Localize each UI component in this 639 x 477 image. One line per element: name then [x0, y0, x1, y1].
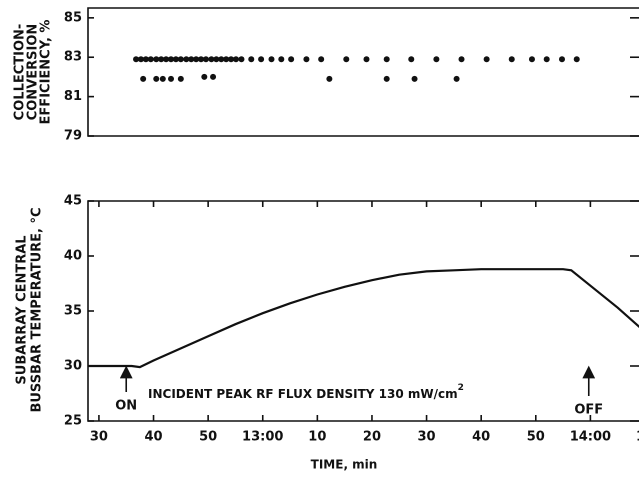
axes-frame — [87, 7, 639, 137]
point — [172, 56, 179, 63]
point — [201, 73, 208, 80]
point — [363, 56, 370, 63]
point — [411, 75, 418, 82]
y-tick-label: 40 — [64, 249, 82, 264]
point — [177, 56, 184, 63]
point — [343, 56, 350, 63]
point — [268, 56, 275, 63]
y-tick-label: 45 — [64, 194, 82, 209]
point — [142, 56, 149, 63]
point — [408, 56, 415, 63]
point — [198, 56, 205, 63]
y-tick-label: 35 — [64, 304, 82, 319]
y-tick-label: 81 — [64, 89, 82, 104]
y-axis-label: COLLECTION- — [13, 24, 28, 121]
point — [558, 56, 565, 63]
x-tick-label: 40 — [472, 430, 490, 445]
annotation: OFF — [574, 403, 603, 418]
flux-note-text: INCIDENT PEAK RF FLUX DENSITY 130 mW/cm — [148, 387, 458, 401]
point — [137, 56, 144, 63]
y-axis-label: SUBARRAY CENTRAL — [15, 235, 30, 384]
point — [168, 56, 175, 63]
temperature-line — [88, 268, 639, 369]
annotation: ON — [115, 399, 137, 414]
point — [140, 75, 147, 82]
point — [223, 56, 230, 63]
x-tick-label: 13:00 — [242, 430, 283, 445]
x-tick-label: 50 — [199, 430, 217, 445]
point — [318, 56, 325, 63]
point — [159, 75, 166, 82]
flux-note-sup: 2 — [458, 383, 464, 393]
point — [528, 56, 535, 63]
x-axis-label: TIME, min — [311, 458, 378, 472]
point — [202, 56, 209, 63]
y-axis-label: EFFICIENCY, % — [39, 20, 54, 125]
point — [232, 56, 239, 63]
point — [153, 56, 160, 63]
point — [168, 75, 175, 82]
point — [228, 56, 235, 63]
point — [193, 56, 200, 63]
point — [383, 56, 390, 63]
point — [213, 56, 220, 63]
point — [383, 75, 390, 82]
x-tick-label: 40 — [144, 430, 162, 445]
y-tick-label: 83 — [64, 50, 82, 65]
point — [248, 56, 255, 63]
x-tick-label: 30 — [418, 430, 436, 445]
point — [158, 56, 165, 63]
point — [183, 56, 190, 63]
x-tick-label: 10 — [308, 430, 326, 445]
x-tick-label: 14:00 — [570, 430, 611, 445]
y-tick-label: 25 — [64, 414, 82, 429]
point — [147, 56, 154, 63]
point — [177, 75, 184, 82]
point — [453, 75, 460, 82]
point — [210, 73, 217, 80]
point — [508, 56, 515, 63]
x-tick-label: 30 — [90, 430, 108, 445]
y-axis-label: BUSSBAR TEMPERATURE, °C — [30, 207, 45, 412]
point — [458, 56, 465, 63]
x-tick-label: 50 — [527, 430, 545, 445]
point — [163, 56, 170, 63]
point — [326, 75, 333, 82]
point — [258, 56, 265, 63]
point — [238, 56, 245, 63]
point — [543, 56, 550, 63]
point — [278, 56, 285, 63]
point — [483, 56, 490, 63]
point — [188, 56, 195, 63]
x-tick-label: 20 — [363, 430, 381, 445]
point — [573, 56, 580, 63]
y-tick-label: 85 — [64, 10, 82, 25]
point — [288, 56, 295, 63]
point — [303, 56, 310, 63]
y-axis-label: CONVERSION — [26, 24, 41, 121]
y-tick-label: 79 — [64, 129, 82, 144]
point — [433, 56, 440, 63]
point — [218, 56, 225, 63]
point — [133, 56, 140, 63]
point — [153, 75, 160, 82]
flux-note: INCIDENT PEAK RF FLUX DENSITY 130 mW/cm2 — [148, 383, 464, 401]
point — [208, 56, 215, 63]
x-tick-label: 10 — [636, 430, 639, 445]
y-tick-label: 30 — [64, 359, 82, 374]
